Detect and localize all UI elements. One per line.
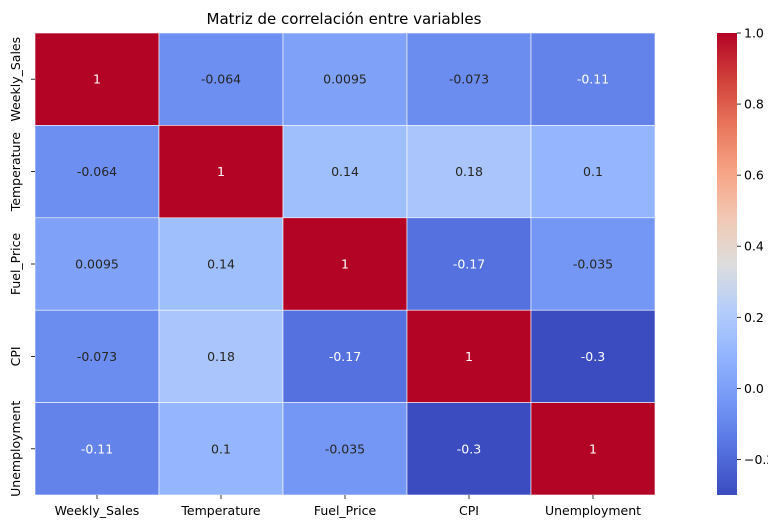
cell-value-label: 0.14 xyxy=(207,257,235,272)
cell-value-label: -0.17 xyxy=(329,349,361,364)
cell-value-label: 0.18 xyxy=(455,164,483,179)
cell-value-label: -0.17 xyxy=(453,257,485,272)
heatmap-cell xyxy=(158,125,284,219)
y-tick-label: Unemployment xyxy=(8,401,23,497)
heatmap-cell xyxy=(530,217,656,311)
cell-value-label: 1 xyxy=(589,441,597,456)
cell-value-label: -0.11 xyxy=(81,441,113,456)
cell-value-label: -0.064 xyxy=(77,164,117,179)
x-tick-labels: Weekly_Sales Temperature Fuel_Price CPI Unem… xyxy=(55,495,641,518)
cell-value-label: 1 xyxy=(465,349,473,364)
cell-value-label: -0.11 xyxy=(577,72,609,87)
colorbar: 1.0 0.8 0.6 0.4 0.2 0.0 −0.2 xyxy=(717,26,768,495)
cell-value-label: 1 xyxy=(341,257,349,272)
heatmap-cell xyxy=(282,217,408,311)
heatmap-cell xyxy=(158,402,284,496)
x-tick-label: Weekly_Sales xyxy=(55,503,140,518)
heatmap-cell xyxy=(530,402,656,496)
heatmap-cell xyxy=(282,402,408,496)
heatmap-cells: 1 -0.064 0.0095 -0.073 -0.11 -0.064 1 0.14 0.18 0… xyxy=(34,32,656,496)
colorbar-tick-label: 1.0 xyxy=(744,26,764,41)
colorbar-tick-label: 0.8 xyxy=(744,97,764,112)
colorbar-tick-label: 0.4 xyxy=(744,239,764,254)
cell-value-label: 0.0095 xyxy=(75,257,119,272)
cell-value-label: -0.035 xyxy=(325,441,365,456)
cell-value-label: 1 xyxy=(93,72,101,87)
y-tick-label: CPI xyxy=(8,346,23,366)
cell-value-label: -0.3 xyxy=(581,349,605,364)
cell-value-label: -0.073 xyxy=(449,72,489,87)
cell-value-label: -0.3 xyxy=(457,441,481,456)
heatmap-cell xyxy=(406,217,532,311)
heatmap-cell xyxy=(34,32,160,126)
heatmap-cell xyxy=(158,217,284,311)
heatmap-cell xyxy=(530,125,656,219)
cell-value-label: -0.073 xyxy=(77,349,117,364)
cell-value-label: 1 xyxy=(217,164,225,179)
colorbar-tick-label: 0.0 xyxy=(744,381,764,396)
heatmap-cell xyxy=(530,309,656,403)
cell-value-label: 0.1 xyxy=(583,164,603,179)
cell-value-label: 0.0095 xyxy=(323,72,367,87)
heatmap-cell xyxy=(158,309,284,403)
y-tick-labels: Weekly_Sales Temperature Fuel_Price CPI Unem… xyxy=(8,37,35,497)
cell-value-label: 0.1 xyxy=(211,441,231,456)
heatmap-cell xyxy=(406,309,532,403)
x-tick-label: CPI xyxy=(459,503,479,518)
x-tick-label: Temperature xyxy=(180,503,260,518)
heatmap-cell xyxy=(406,32,532,126)
heatmap-cell xyxy=(34,402,160,496)
heatmap-cell xyxy=(282,125,408,219)
cell-value-label: 0.18 xyxy=(207,349,235,364)
chart-title: Matriz de correlación entre variables xyxy=(207,10,482,28)
colorbar-gradient xyxy=(717,33,737,495)
heatmap-cell xyxy=(282,309,408,403)
cell-value-label: -0.035 xyxy=(573,257,613,272)
y-tick-label: Weekly_Sales xyxy=(8,37,23,122)
heatmap-cell xyxy=(530,32,656,126)
y-tick-label: Temperature xyxy=(8,132,23,212)
heatmap-cell xyxy=(34,125,160,219)
x-tick-label: Fuel_Price xyxy=(314,503,377,518)
heatmap-cell xyxy=(158,32,284,126)
x-tick-label: Unemployment xyxy=(545,503,641,518)
heatmap-cell xyxy=(282,32,408,126)
cell-value-label: 0.14 xyxy=(331,164,359,179)
y-tick-label: Fuel_Price xyxy=(8,233,23,296)
colorbar-tick-label: 0.6 xyxy=(744,168,764,183)
colorbar-tick-label: −0.2 xyxy=(744,452,768,467)
cell-value-label: -0.064 xyxy=(201,72,241,87)
colorbar-tick-label: 0.2 xyxy=(744,310,764,325)
